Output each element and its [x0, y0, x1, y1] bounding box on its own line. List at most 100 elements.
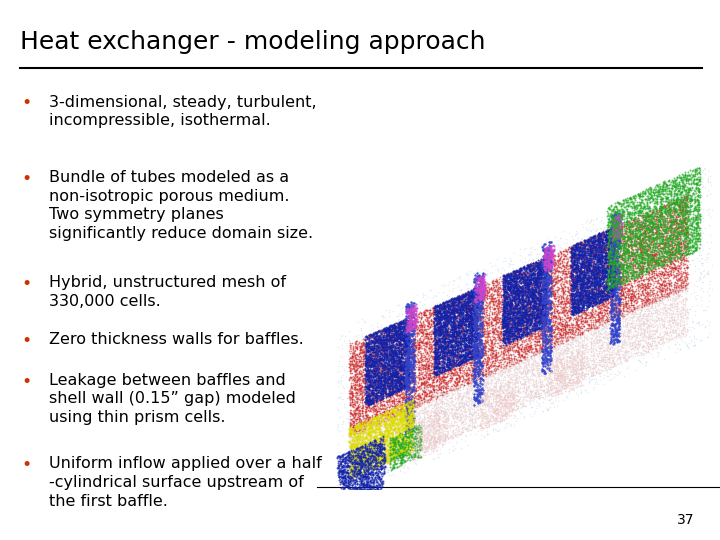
- Point: [499, 288, 510, 296]
- Point: [599, 241, 611, 249]
- Point: [588, 298, 600, 306]
- Point: [348, 454, 359, 462]
- Point: [352, 453, 364, 462]
- Point: [441, 340, 453, 348]
- Point: [496, 356, 508, 364]
- Point: [442, 355, 454, 363]
- Point: [431, 310, 443, 319]
- Point: [522, 271, 534, 280]
- Point: [446, 408, 457, 417]
- Point: [513, 284, 524, 292]
- Point: [384, 437, 396, 446]
- Point: [633, 312, 644, 320]
- Point: [449, 359, 460, 368]
- Point: [362, 338, 374, 347]
- Point: [443, 310, 454, 319]
- Point: [372, 370, 383, 379]
- Point: [393, 455, 405, 464]
- Point: [539, 254, 550, 262]
- Point: [530, 310, 541, 319]
- Point: [445, 336, 456, 345]
- Point: [354, 414, 365, 423]
- Point: [644, 264, 656, 273]
- Point: [361, 372, 373, 381]
- Point: [381, 455, 392, 464]
- Point: [534, 269, 546, 278]
- Point: [404, 436, 415, 445]
- Point: [454, 340, 465, 349]
- Point: [402, 325, 414, 334]
- Point: [380, 386, 392, 395]
- Point: [377, 353, 388, 362]
- Point: [384, 342, 395, 351]
- Point: [551, 364, 562, 373]
- Point: [671, 232, 683, 241]
- Point: [350, 465, 361, 474]
- Point: [542, 384, 554, 393]
- Point: [647, 192, 658, 201]
- Point: [369, 478, 380, 487]
- Point: [469, 330, 480, 339]
- Point: [641, 313, 652, 322]
- Point: [523, 270, 535, 279]
- Point: [412, 428, 423, 437]
- Point: [513, 296, 525, 305]
- Point: [425, 315, 436, 324]
- Point: [457, 374, 469, 382]
- Point: [470, 413, 482, 422]
- Point: [593, 335, 604, 343]
- Point: [566, 334, 577, 343]
- Point: [647, 253, 659, 262]
- Point: [611, 221, 623, 230]
- Point: [400, 423, 411, 431]
- Point: [610, 303, 621, 312]
- Point: [612, 312, 624, 321]
- Point: [544, 274, 555, 283]
- Point: [361, 399, 373, 407]
- Point: [403, 308, 415, 316]
- Point: [603, 259, 615, 268]
- Point: [678, 222, 689, 231]
- Point: [397, 315, 409, 324]
- Point: [672, 222, 684, 231]
- Point: [544, 291, 555, 299]
- Point: [651, 269, 662, 278]
- Point: [333, 356, 345, 365]
- Point: [626, 288, 638, 297]
- Point: [379, 381, 390, 390]
- Point: [394, 319, 405, 327]
- Point: [573, 248, 585, 256]
- Point: [399, 357, 410, 366]
- Point: [601, 281, 613, 289]
- Point: [384, 339, 395, 347]
- Point: [693, 274, 705, 282]
- Point: [570, 371, 582, 380]
- Point: [444, 309, 456, 318]
- Point: [478, 343, 490, 352]
- Point: [383, 412, 395, 421]
- Point: [592, 242, 603, 251]
- Point: [603, 332, 615, 341]
- Point: [678, 248, 690, 257]
- Point: [408, 400, 419, 409]
- Point: [545, 287, 557, 295]
- Point: [642, 288, 654, 297]
- Point: [680, 167, 691, 176]
- Point: [415, 382, 426, 390]
- Point: [359, 375, 370, 384]
- Point: [404, 442, 415, 451]
- Point: [477, 277, 489, 286]
- Point: [472, 295, 483, 304]
- Point: [589, 321, 600, 330]
- Point: [526, 286, 538, 294]
- Point: [346, 407, 357, 416]
- Point: [374, 354, 386, 362]
- Point: [539, 289, 550, 298]
- Point: [500, 335, 511, 344]
- Point: [466, 415, 477, 423]
- Point: [420, 306, 431, 315]
- Point: [423, 318, 434, 327]
- Point: [564, 327, 576, 336]
- Point: [446, 312, 458, 321]
- Point: [570, 251, 582, 259]
